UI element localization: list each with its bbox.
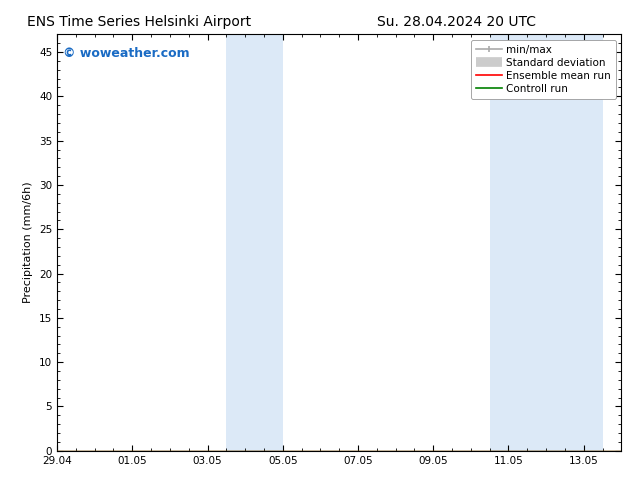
Bar xyxy=(226,34,283,451)
Y-axis label: Precipitation (mm/6h): Precipitation (mm/6h) xyxy=(23,182,34,303)
Text: © woweather.com: © woweather.com xyxy=(63,47,190,60)
Text: Su. 28.04.2024 20 UTC: Su. 28.04.2024 20 UTC xyxy=(377,15,536,29)
Legend: min/max, Standard deviation, Ensemble mean run, Controll run: min/max, Standard deviation, Ensemble me… xyxy=(470,40,616,99)
Bar xyxy=(489,34,602,451)
Text: ENS Time Series Helsinki Airport: ENS Time Series Helsinki Airport xyxy=(27,15,252,29)
